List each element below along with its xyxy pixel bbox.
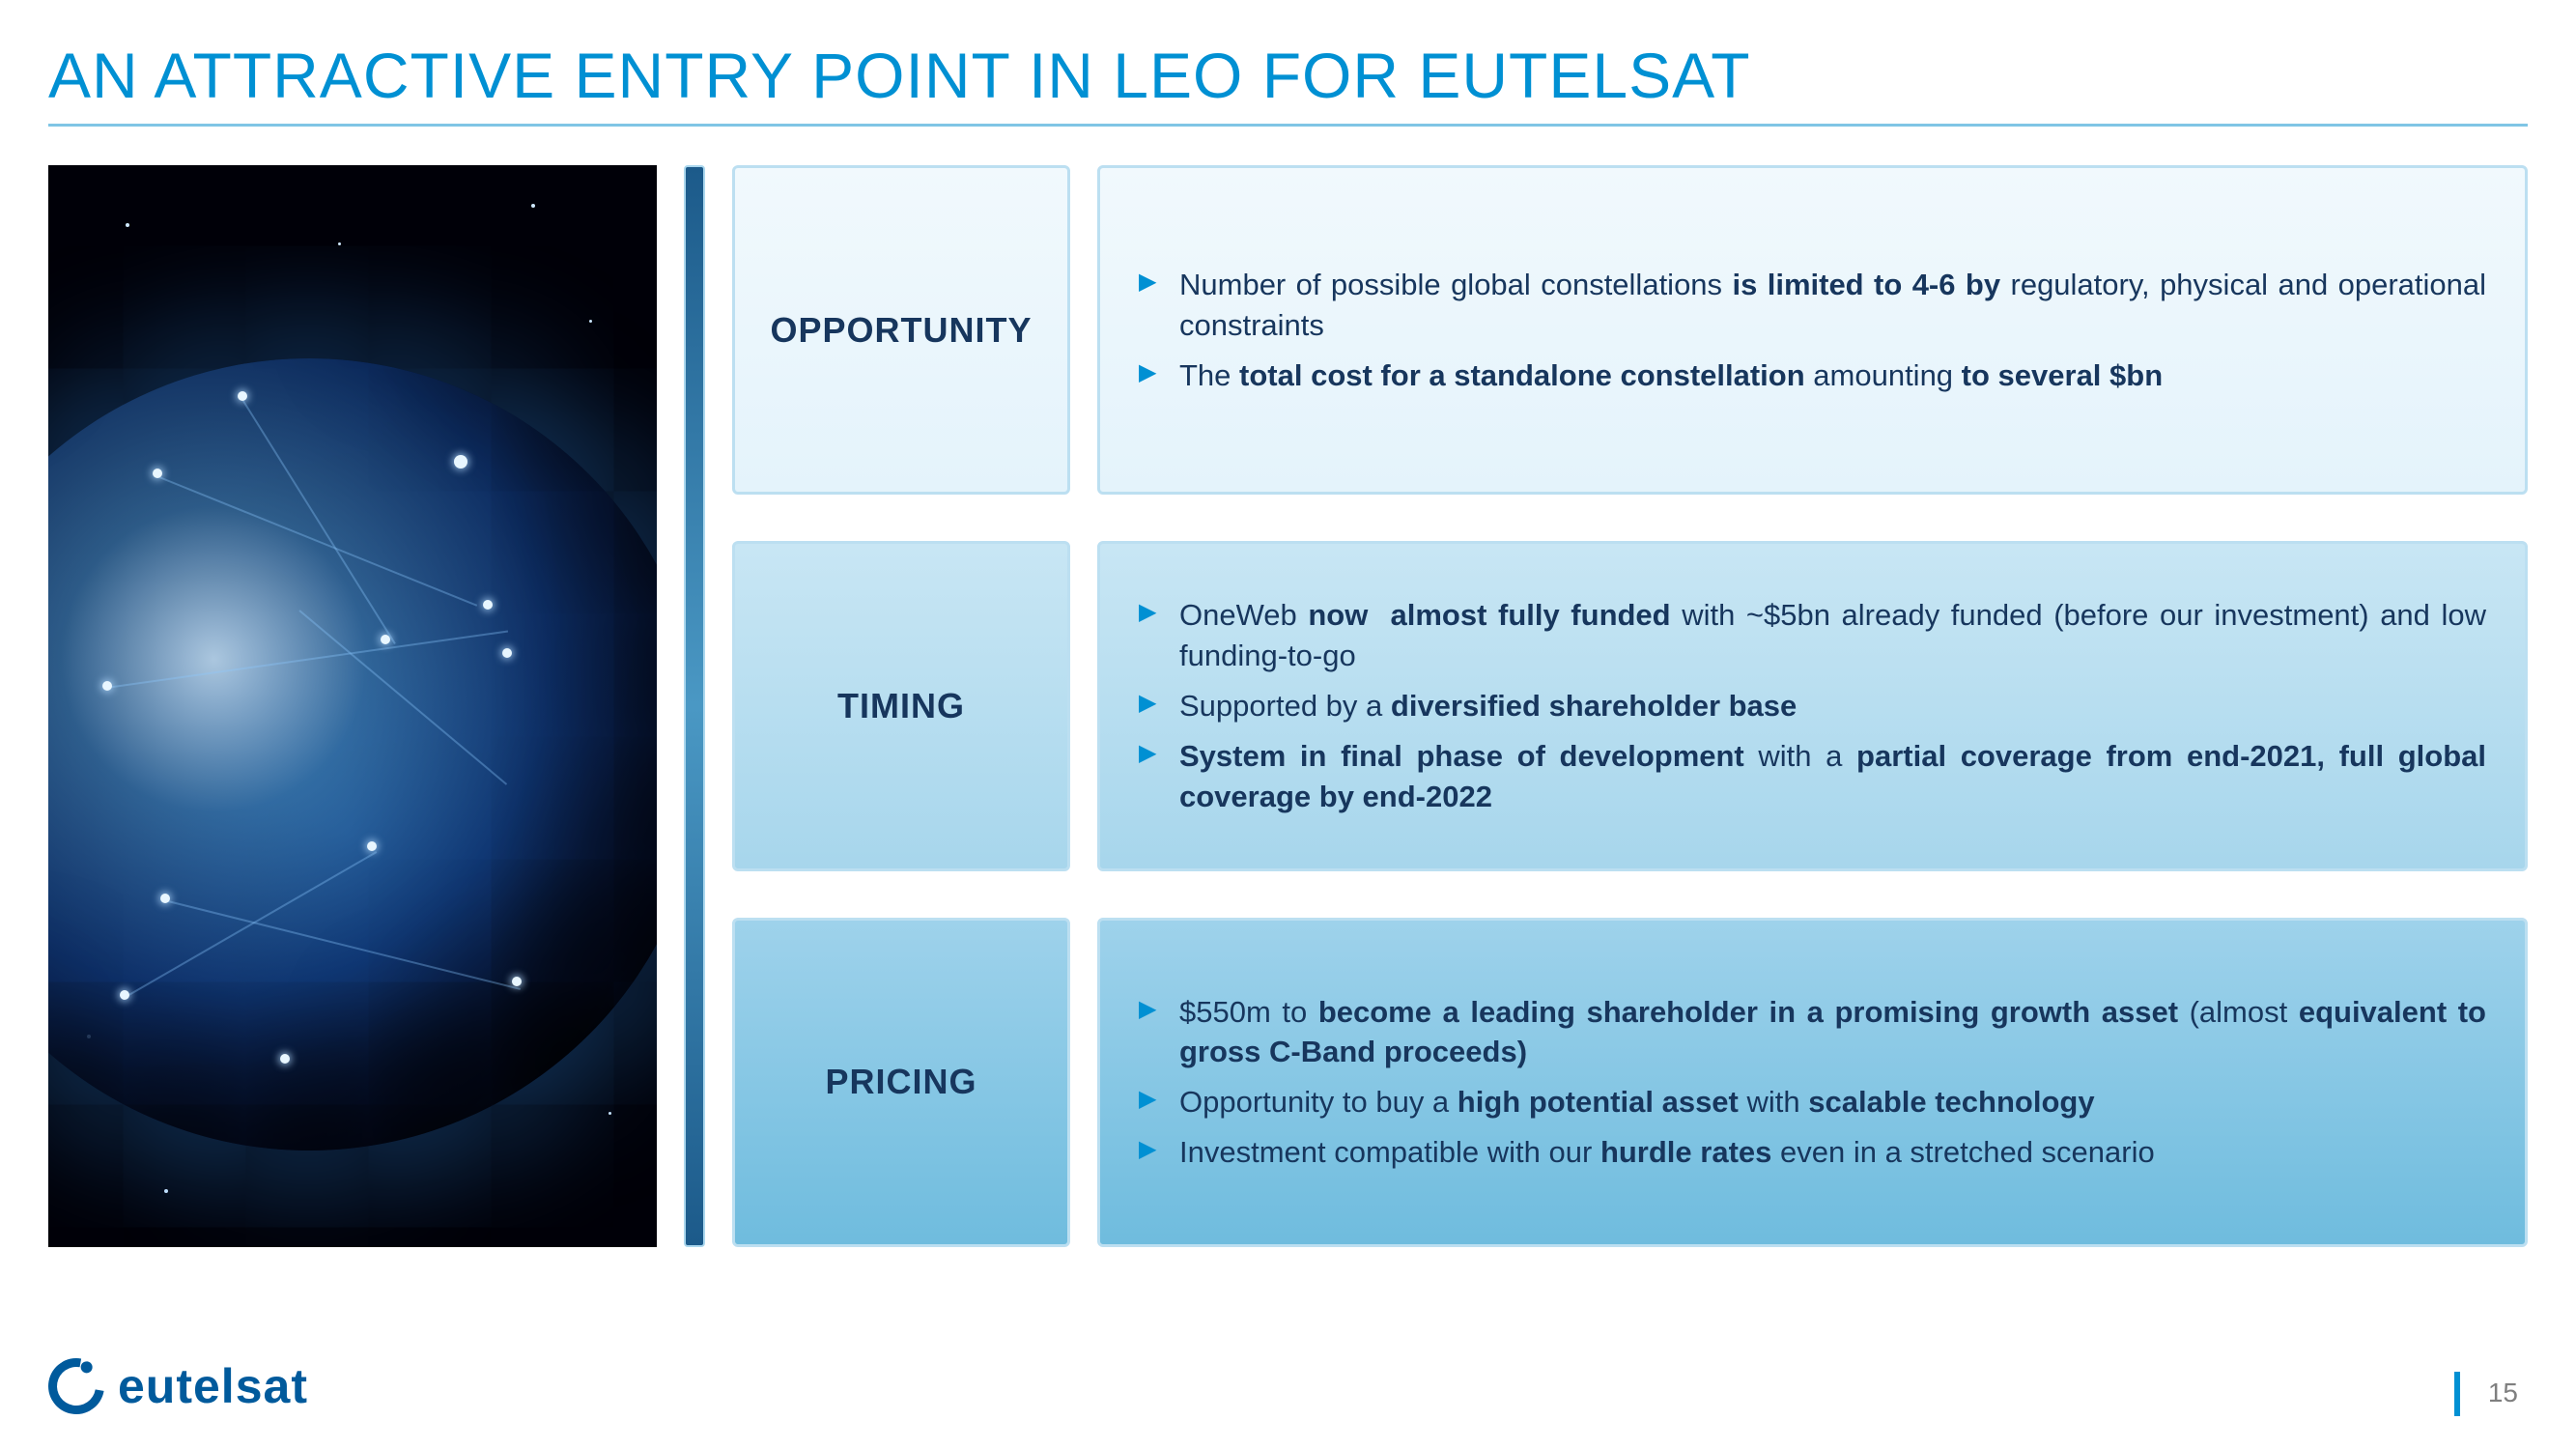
row-opportunity: OPPORTUNITY Number of possible global con…: [732, 165, 2528, 495]
bullet-list: Number of possible global constellations…: [1139, 255, 2486, 406]
bullet-list: OneWeb now almost fully funded with ~$5b…: [1139, 585, 2486, 826]
label-box-opportunity: OPPORTUNITY: [732, 165, 1070, 495]
content-region: OPPORTUNITY Number of possible global con…: [48, 165, 2528, 1247]
bullet-item: The total cost for a standalone constell…: [1139, 355, 2486, 396]
bullet-item: OneWeb now almost fully funded with ~$5b…: [1139, 595, 2486, 676]
bullet-item: Number of possible global constellations…: [1139, 265, 2486, 346]
row-pricing: PRICING $550m to become a leading shareho…: [732, 918, 2528, 1247]
page-number: 15: [2488, 1378, 2518, 1408]
label-box-timing: TIMING: [732, 541, 1070, 870]
bullet-item: Investment compatible with our hurdle ra…: [1139, 1132, 2486, 1173]
content-box-opportunity: Number of possible global constellations…: [1097, 165, 2528, 495]
earth-image: [48, 165, 657, 1247]
page-number-bar: [2454, 1372, 2460, 1416]
row-timing: TIMING OneWeb now almost fully funded wit…: [732, 541, 2528, 870]
bullet-item: $550m to become a leading shareholder in…: [1139, 992, 2486, 1073]
content-box-pricing: $550m to become a leading shareholder in…: [1097, 918, 2528, 1247]
content-box-timing: OneWeb now almost fully funded with ~$5b…: [1097, 541, 2528, 870]
logo-ring-icon: [38, 1348, 116, 1426]
rows-container: OPPORTUNITY Number of possible global con…: [732, 165, 2528, 1247]
slide-title: AN ATTRACTIVE ENTRY POINT IN LEO FOR EUT…: [48, 39, 2528, 127]
globe: [48, 358, 657, 1151]
slide: AN ATTRACTIVE ENTRY POINT IN LEO FOR EUT…: [0, 0, 2576, 1449]
bullet-item: Supported by a diversified shareholder b…: [1139, 686, 2486, 726]
label-box-pricing: PRICING: [732, 918, 1070, 1247]
bullet-item: Opportunity to buy a high potential asse…: [1139, 1082, 2486, 1122]
logo-text: eutelsat: [118, 1358, 308, 1414]
footer-logo: eutelsat: [48, 1358, 308, 1414]
bullet-item: System in final phase of development wit…: [1139, 736, 2486, 817]
bullet-list: $550m to become a leading shareholder in…: [1139, 982, 2486, 1182]
vertical-accent-bar: [684, 165, 705, 1247]
